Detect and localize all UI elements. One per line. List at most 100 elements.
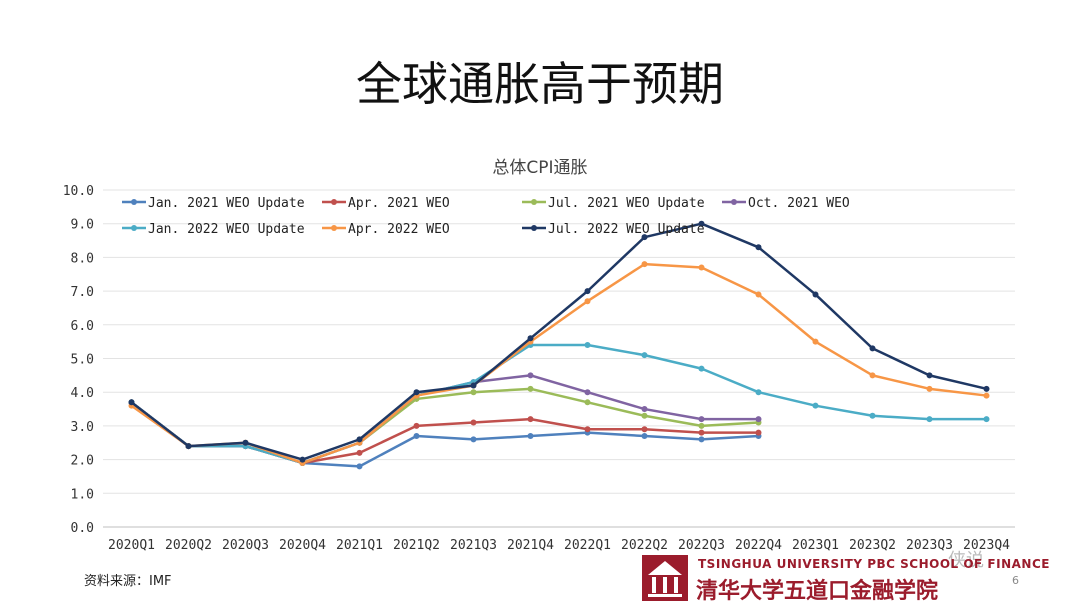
data-point xyxy=(926,416,933,423)
data-point xyxy=(812,291,819,298)
series-lines xyxy=(128,220,990,470)
data-point xyxy=(584,389,591,396)
data-point xyxy=(356,449,363,456)
x-tick-label: 2020Q3 xyxy=(222,538,269,553)
data-point xyxy=(527,416,534,423)
x-tick-label: 2020Q4 xyxy=(279,538,326,553)
x-tick-label: 2021Q3 xyxy=(450,538,497,553)
series-0 xyxy=(128,399,762,470)
data-point xyxy=(926,385,933,392)
y-tick-label: 4.0 xyxy=(71,386,94,401)
y-axis: 0.0 1.0 2.0 3.0 4.0 5.0 6.0 7.0 8.0 9.0 10.0 xyxy=(63,184,94,536)
legend-marker xyxy=(131,199,137,205)
series-1 xyxy=(128,399,762,466)
data-point xyxy=(527,335,534,342)
watermark: 侠说 xyxy=(948,550,984,571)
legend-marker xyxy=(331,199,337,205)
data-point xyxy=(755,416,762,423)
y-tick-label: 7.0 xyxy=(71,285,94,300)
data-point xyxy=(299,456,306,463)
legend-label: Apr. 2022 WEO xyxy=(348,222,450,237)
y-tick-label: 2.0 xyxy=(71,454,94,469)
data-point xyxy=(869,345,876,352)
legend-marker xyxy=(131,225,137,231)
data-point xyxy=(641,352,648,359)
school-logo: TSINGHUA UNIVERSITY PBC SCHOOL OF FINANC… xyxy=(640,553,1049,604)
y-tick-label: 5.0 xyxy=(71,353,94,368)
data-point xyxy=(641,234,648,241)
legend: Jan. 2021 WEO Update Apr. 2021 WEO Jul. 20… xyxy=(122,196,850,237)
legend-item: Apr. 2022 WEO xyxy=(322,222,450,237)
legend-label: Jan. 2021 WEO Update xyxy=(148,196,305,211)
y-tick-label: 8.0 xyxy=(71,251,94,266)
data-point xyxy=(413,389,420,396)
data-point xyxy=(698,429,705,436)
y-tick-label: 10.0 xyxy=(63,184,94,199)
x-tick-label: 2021Q4 xyxy=(507,538,554,553)
x-tick-label: 2022Q1 xyxy=(564,538,611,553)
data-point xyxy=(413,422,420,429)
y-tick-label: 1.0 xyxy=(71,487,94,502)
data-point xyxy=(869,412,876,419)
data-point xyxy=(470,389,477,396)
data-point xyxy=(641,433,648,440)
school-emblem-icon xyxy=(642,555,688,601)
legend-marker xyxy=(331,225,337,231)
y-tick-label: 9.0 xyxy=(71,218,94,233)
data-point xyxy=(698,365,705,372)
x-tick-label: 2022Q3 xyxy=(678,538,725,553)
grid-lines xyxy=(103,189,1015,528)
slide-title: 全球通胀高于预期 xyxy=(356,57,724,111)
legend-label: Oct. 2021 WEO xyxy=(748,196,850,211)
chart-title: 总体CPI通胀 xyxy=(492,158,588,178)
x-tick-label: 2020Q1 xyxy=(108,538,155,553)
logo-chinese-name: 清华大学五道口金融学院 xyxy=(696,579,939,604)
data-point xyxy=(356,436,363,443)
data-point xyxy=(470,436,477,443)
data-point xyxy=(698,220,705,227)
x-tick-label: 2023Q4 xyxy=(963,538,1010,553)
y-tick-label: 3.0 xyxy=(71,420,94,435)
legend-item: Apr. 2021 WEO xyxy=(322,196,450,211)
series-line xyxy=(130,262,987,465)
y-tick-label: 0.0 xyxy=(71,521,94,536)
x-tick-label: 2023Q1 xyxy=(792,538,839,553)
data-point xyxy=(413,433,420,440)
data-point xyxy=(584,298,591,305)
data-point xyxy=(698,436,705,443)
data-point xyxy=(926,372,933,379)
data-point xyxy=(584,288,591,295)
legend-label: Jul. 2021 WEO Update xyxy=(548,196,705,211)
data-point xyxy=(641,261,648,268)
data-point xyxy=(812,402,819,409)
data-point xyxy=(983,416,990,423)
x-tick-label: 2023Q2 xyxy=(849,538,896,553)
x-tick-label: 2021Q1 xyxy=(336,538,383,553)
legend-item: Jul. 2021 WEO Update xyxy=(522,196,705,211)
data-point xyxy=(470,419,477,426)
page-number: 6 xyxy=(1012,574,1019,587)
data-point xyxy=(755,291,762,298)
data-point xyxy=(983,392,990,399)
data-point xyxy=(755,389,762,396)
x-tick-label: 2022Q4 xyxy=(735,538,782,553)
data-point xyxy=(698,264,705,271)
x-tick-label: 2023Q3 xyxy=(906,538,953,553)
data-point xyxy=(698,416,705,423)
series-line xyxy=(130,343,987,465)
legend-item: Oct. 2021 WEO xyxy=(722,196,850,211)
data-point xyxy=(755,244,762,251)
data-point xyxy=(185,443,192,450)
x-axis: 2020Q1 2020Q2 2020Q3 2020Q4 2021Q1 2021Q2 2021… xyxy=(108,538,1010,553)
data-point xyxy=(470,382,477,389)
data-point xyxy=(812,338,819,345)
data-point xyxy=(641,426,648,433)
data-point xyxy=(356,463,363,470)
data-point xyxy=(641,406,648,413)
legend-item: Jan. 2022 WEO Update xyxy=(122,222,305,237)
legend-marker xyxy=(531,199,537,205)
logo-english-name: TSINGHUA UNIVERSITY PBC SCHOOL OF FINANC… xyxy=(698,557,1050,571)
source-note: 资料来源：IMF xyxy=(84,574,172,589)
legend-label: Jul. 2022 WEO Update xyxy=(548,222,705,237)
